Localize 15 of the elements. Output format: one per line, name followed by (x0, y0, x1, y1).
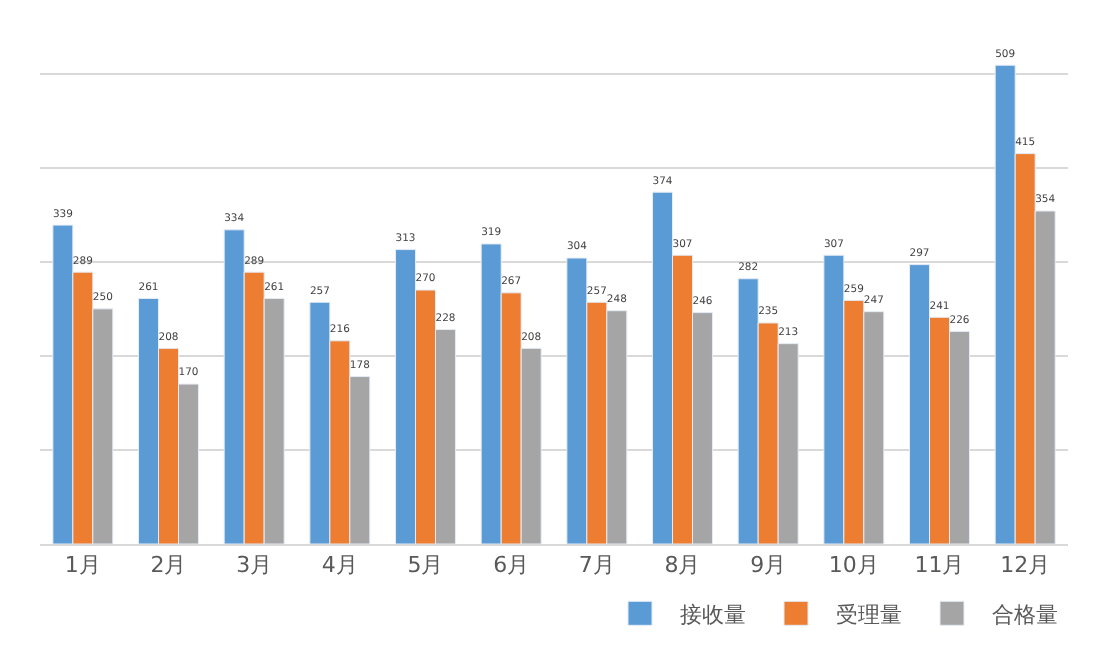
x-tick-label: 7月 (578, 552, 615, 579)
legend-label: 合格量 (992, 601, 1058, 628)
x-tick-label: 1月 (64, 552, 101, 579)
x-tick-label: 5月 (407, 552, 444, 579)
legend-label: 接收量 (680, 601, 746, 628)
x-tick-label: 8月 (664, 552, 701, 579)
legend-label: 受理量 (836, 601, 902, 628)
x-tick-label: 3月 (236, 552, 273, 579)
x-tick-label: 12月 (1000, 552, 1051, 579)
x-tick-label: 6月 (493, 552, 530, 579)
x-tick-label: 10月 (828, 552, 879, 579)
x-tick-label: 4月 (321, 552, 358, 579)
x-tick-label: 9月 (750, 552, 787, 579)
x-tick-label: 11月 (914, 552, 965, 579)
x-tick-label: 2月 (150, 552, 187, 579)
